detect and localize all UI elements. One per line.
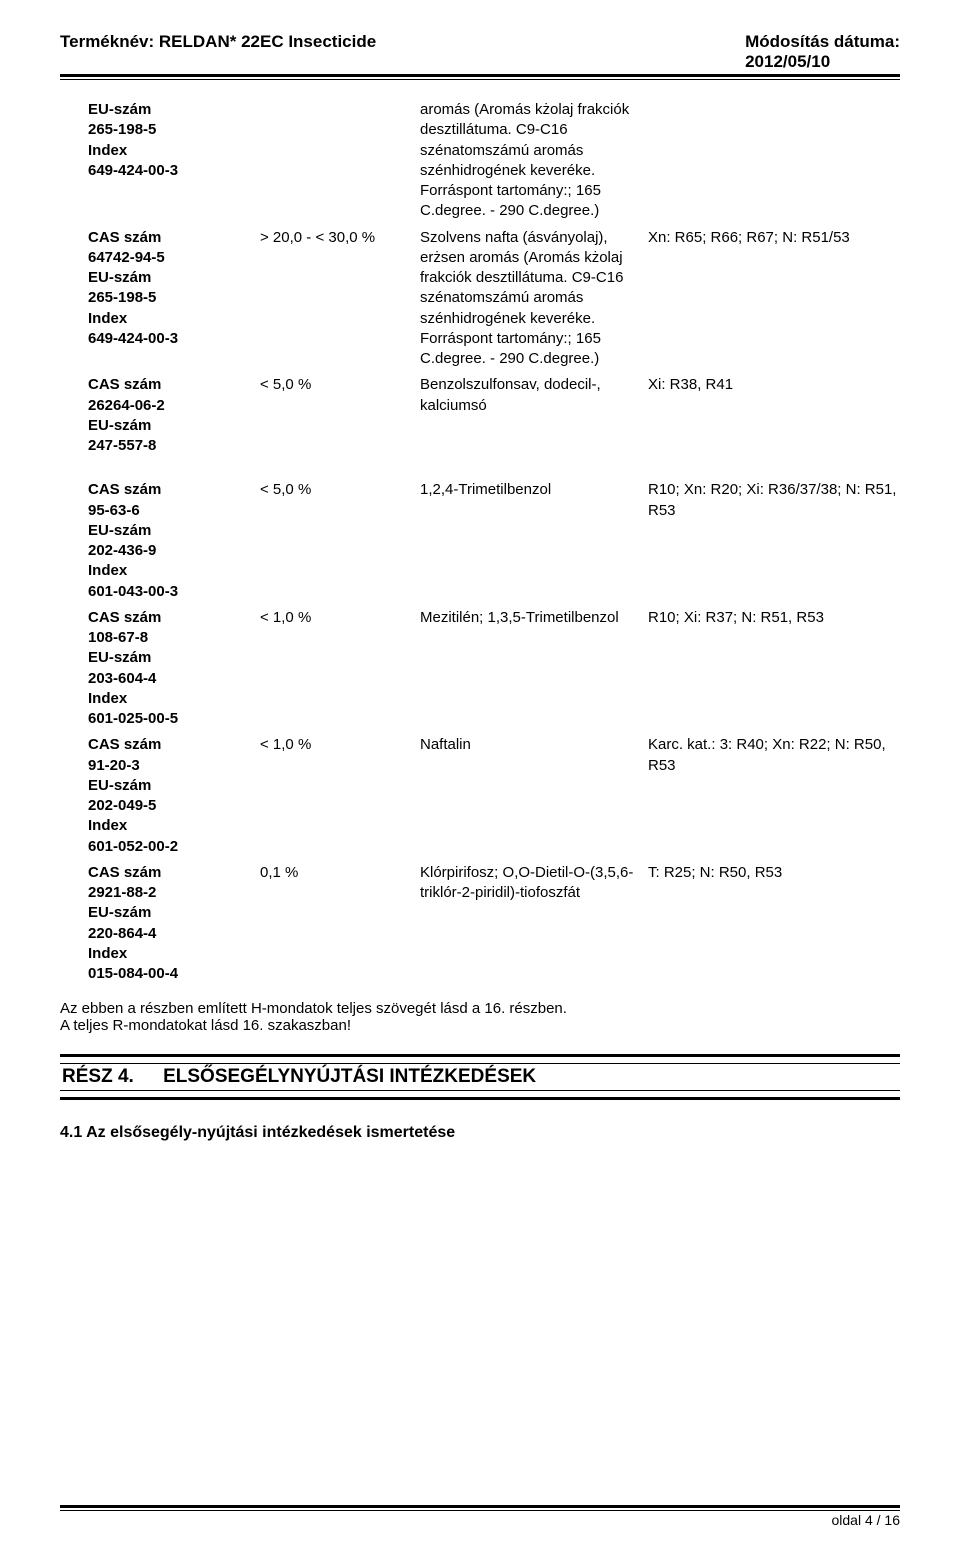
- subsection-heading: 4.1 Az elsősegély-nyújtási intézkedések …: [60, 1124, 900, 1142]
- concentration-cell: < 1,0 %: [260, 608, 420, 730]
- note-line-1: Az ebben a részben említett H-mondatok t…: [60, 1000, 567, 1017]
- classification-cell: T: R25; N: R50, R53: [648, 863, 900, 985]
- classification-cell: Xn: R65; R66; R67; N: R51/53: [648, 228, 900, 370]
- product-name: Terméknév: RELDAN* 22EC Insecticide: [60, 32, 376, 72]
- composition-table: EU-szám 265-198-5 Index 649-424-00-3 arom…: [60, 100, 900, 984]
- concentration-cell: < 5,0 %: [260, 480, 420, 602]
- header-rule-thin: [60, 79, 900, 80]
- page-footer: oldal 4 / 16: [60, 1503, 900, 1528]
- table-row: CAS szám 108-67-8 EU-szám 203-604-4 Inde…: [60, 608, 900, 730]
- section-number: RÉSZ 4.: [62, 1066, 134, 1087]
- substance-cell: Benzolszulfonsav, dodecil-, kalciumsó: [420, 375, 648, 456]
- concentration-cell: < 5,0 %: [260, 375, 420, 456]
- section-heading-bar: RÉSZ 4. ELSŐSEGÉLYNYÚJTÁSI INTÉZKEDÉSEK: [60, 1054, 900, 1100]
- revision-date: Módosítás dátuma: 2012/05/10: [745, 32, 900, 72]
- substance-cell: Naftalin: [420, 735, 648, 857]
- identifiers-cell: CAS szám 91-20-3 EU-szám 202-049-5 Index…: [60, 735, 260, 857]
- concentration-cell: < 1,0 %: [260, 735, 420, 857]
- h-statements-note: Az ebben a részben említett H-mondatok t…: [60, 1000, 900, 1034]
- substance-cell: Szolvens nafta (ásványolaj), erżsen arom…: [420, 228, 648, 370]
- note-line-2: A teljes R-mondatokat lásd 16. szakaszba…: [60, 1017, 351, 1034]
- section-title: ELSŐSEGÉLYNYÚJTÁSI INTÉZKEDÉSEK: [163, 1066, 536, 1087]
- identifiers-cell: CAS szám 64742-94-5 EU-szám 265-198-5 In…: [60, 228, 260, 370]
- identifiers-cell: EU-szám 265-198-5 Index 649-424-00-3: [60, 100, 260, 222]
- table-row: CAS szám 2921-88-2 EU-szám 220-864-4 Ind…: [60, 863, 900, 985]
- concentration-cell: 0,1 %: [260, 863, 420, 985]
- page-number: oldal 4 / 16: [60, 1511, 900, 1528]
- identifiers-cell: CAS szám 95-63-6 EU-szám 202-436-9 Index…: [60, 480, 260, 602]
- concentration-cell: [260, 100, 420, 222]
- substance-cell: aromás (Aromás kżolaj frakciók desztillá…: [420, 100, 648, 222]
- identifiers-cell: CAS szám 108-67-8 EU-szám 203-604-4 Inde…: [60, 608, 260, 730]
- table-row: CAS szám 95-63-6 EU-szám 202-436-9 Index…: [60, 480, 900, 602]
- table-row: CAS szám 64742-94-5 EU-szám 265-198-5 In…: [60, 228, 900, 370]
- table-row: CAS szám 26264-06-2 EU-szám 247-557-8< 5…: [60, 375, 900, 456]
- classification-cell: R10; Xn: R20; Xi: R36/37/38; N: R51, R53: [648, 480, 900, 602]
- table-row: EU-szám 265-198-5 Index 649-424-00-3 arom…: [60, 100, 900, 222]
- substance-cell: 1,2,4-Trimetilbenzol: [420, 480, 648, 602]
- identifiers-cell: CAS szám 2921-88-2 EU-szám 220-864-4 Ind…: [60, 863, 260, 985]
- substance-cell: Mezitilén; 1,3,5-Trimetilbenzol: [420, 608, 648, 730]
- header-rule-bold: [60, 74, 900, 77]
- classification-cell: [648, 100, 900, 222]
- footer-rule-bold: [60, 1505, 900, 1508]
- identifiers-cell: CAS szám 26264-06-2 EU-szám 247-557-8: [60, 375, 260, 456]
- classification-cell: Xi: R38, R41: [648, 375, 900, 456]
- concentration-cell: > 20,0 - < 30,0 %: [260, 228, 420, 370]
- page-header: Terméknév: RELDAN* 22EC Insecticide Módo…: [60, 32, 900, 72]
- substance-cell: Klórpirifosz; O,O-Dietil-O-(3,5,6-trikló…: [420, 863, 648, 985]
- classification-cell: R10; Xi: R37; N: R51, R53: [648, 608, 900, 730]
- classification-cell: Karc. kat.: 3: R40; Xn: R22; N: R50, R53: [648, 735, 900, 857]
- table-row: CAS szám 91-20-3 EU-szám 202-049-5 Index…: [60, 735, 900, 857]
